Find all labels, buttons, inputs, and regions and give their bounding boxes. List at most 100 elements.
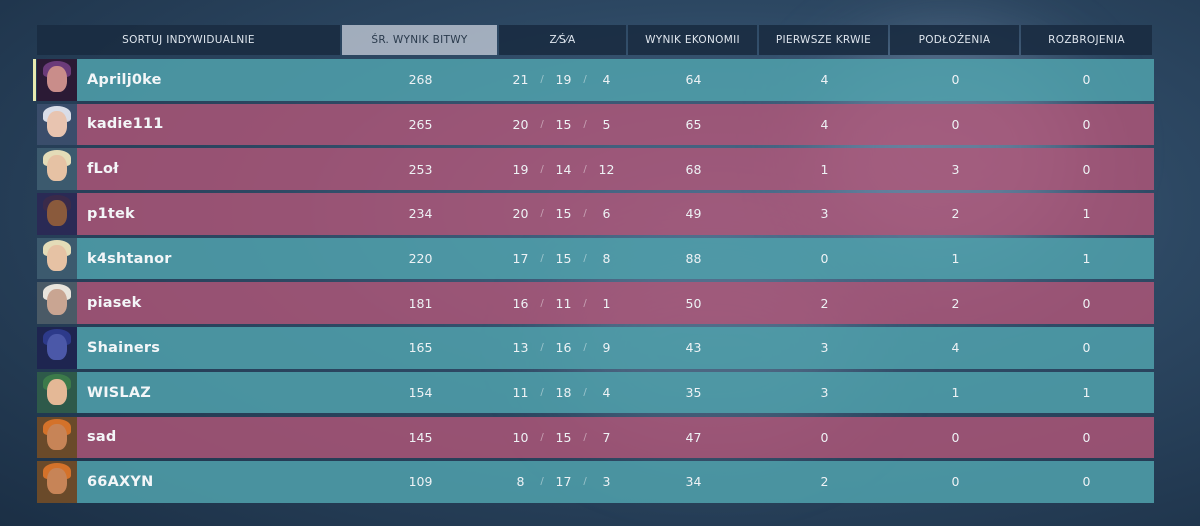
player-name: Aprilj0ke: [87, 71, 162, 88]
avg-combat-score: 265: [408, 116, 433, 132]
economy-score: 34: [685, 474, 702, 490]
plants: 3: [951, 161, 960, 177]
player-name: Shainers: [87, 339, 161, 356]
kda-separator: /: [540, 118, 544, 130]
sort-individual-button[interactable]: SORTUJ INDYWIDUALNIE: [37, 25, 340, 55]
kda-separator: /: [583, 431, 587, 443]
kda-separator: /: [583, 118, 587, 130]
sova-icon: [37, 148, 77, 190]
plants: 1: [951, 385, 960, 401]
kda-separator: /: [583, 342, 587, 354]
first-bloods: 2: [820, 474, 829, 490]
player-name: sad: [87, 429, 117, 446]
player-row[interactable]: 66AXYN 109 8 / 17 / 3 34 2 0 0: [37, 461, 1154, 503]
first-bloods: 0: [820, 429, 829, 445]
plants: 2: [951, 295, 960, 311]
kda-separator: /: [540, 74, 544, 86]
player-name: k4shtanor: [87, 250, 172, 267]
deaths-value: 14: [555, 161, 572, 177]
player-row[interactable]: Shainers 165 13 / 16 / 9 43 3 4 0: [37, 327, 1154, 369]
player-cell: 66AXYN: [37, 461, 342, 503]
avg-combat-score: 220: [408, 251, 433, 267]
avg-combat-score: 109: [408, 474, 433, 490]
plants: 0: [951, 116, 960, 132]
column-kda[interactable]: Z⁄Ś⁄A: [499, 25, 626, 55]
player-name: WISLAZ: [87, 384, 152, 401]
player-cell: sad: [37, 416, 342, 459]
defuses: 0: [1082, 429, 1091, 445]
player-row[interactable]: k4shtanor 220 17 / 15 / 8 88 0 1 1: [37, 237, 1154, 280]
first-bloods: 3: [820, 206, 829, 222]
player-rows: Aprilj0ke 268 21 / 19 / 4 64 4 0 0 kadie…: [33, 59, 1154, 503]
kills-value: 11: [512, 385, 529, 401]
economy-score: 65: [685, 116, 702, 132]
player-cell: p1tek: [37, 193, 342, 235]
first-bloods: 4: [820, 72, 829, 88]
defuses: 1: [1082, 251, 1091, 267]
player-row[interactable]: p1tek 234 20 / 15 / 6 49 3 2 1: [37, 193, 1154, 235]
player-row[interactable]: Aprilj0ke 268 21 / 19 / 4 64 4 0 0: [33, 59, 1154, 101]
assists-value: 9: [602, 340, 611, 356]
deaths-value: 16: [555, 340, 572, 356]
player-row[interactable]: kadie111 265 20 / 15 / 5 65 4 0 0: [37, 103, 1154, 146]
kda-cell: 10 / 15 / 7: [499, 417, 628, 459]
kills-value: 20: [512, 116, 529, 132]
column-first-bloods[interactable]: PIERWSZE KRWIE: [759, 25, 888, 55]
player-row[interactable]: fLoł 253 19 / 14 / 12 68 1 3 0: [37, 148, 1154, 190]
defuses: 0: [1082, 295, 1091, 311]
kda-cell: 11 / 18 / 4: [499, 372, 628, 414]
economy-score: 64: [685, 72, 702, 88]
player-cell: kadie111: [37, 103, 342, 146]
deaths-value: 15: [555, 206, 572, 222]
player-cell: fLoł: [37, 148, 342, 190]
kda-separator: /: [540, 476, 544, 488]
player-row[interactable]: sad 145 10 / 15 / 7 47 0 0 0: [37, 416, 1154, 459]
raze-icon: [37, 416, 77, 459]
kda-cell: 13 / 16 / 9: [499, 327, 628, 369]
reyna-icon: [37, 59, 77, 101]
player-name: 66AXYN: [87, 473, 154, 490]
sova-icon: [37, 237, 77, 280]
column-plants[interactable]: PODŁOŻENIA: [890, 25, 1019, 55]
omen-icon: [37, 327, 77, 369]
assists-value: 4: [602, 385, 611, 401]
kda-separator: /: [540, 163, 544, 175]
plants: 2: [951, 206, 960, 222]
player-cell: piasek: [37, 282, 342, 325]
kda-separator: /: [540, 387, 544, 399]
column-defuses[interactable]: ROZBROJENIA: [1021, 25, 1152, 55]
kda-cell: 16 / 11 / 1: [499, 282, 628, 324]
assists-value: 1: [602, 295, 611, 311]
player-cell: Aprilj0ke: [37, 59, 342, 101]
first-bloods: 3: [820, 340, 829, 356]
kda-separator: /: [583, 208, 587, 220]
deaths-value: 15: [555, 429, 572, 445]
column-economy[interactable]: WYNIK EKONOMII: [628, 25, 757, 55]
deaths-value: 19: [555, 72, 572, 88]
player-row[interactable]: piasek 181 16 / 11 / 1 50 2 2 0: [37, 282, 1154, 325]
player-cell: Shainers: [37, 327, 342, 369]
defuses: 0: [1082, 161, 1091, 177]
player-row[interactable]: WISLAZ 154 11 / 18 / 4 35 3 1 1: [37, 371, 1154, 414]
player-name: piasek: [87, 295, 142, 312]
kda-cell: 20 / 15 / 5: [499, 104, 628, 146]
player-name: p1tek: [87, 205, 135, 222]
first-bloods: 3: [820, 385, 829, 401]
kda-separator: /: [540, 253, 544, 265]
economy-score: 68: [685, 161, 702, 177]
assists-value: 6: [602, 206, 611, 222]
player-name: fLoł: [87, 161, 119, 178]
kills-value: 13: [512, 340, 529, 356]
column-avg-combat-score[interactable]: ŚR. WYNIK BITWY: [342, 25, 497, 55]
kda-separator: /: [583, 476, 587, 488]
kda-cell: 17 / 15 / 8: [499, 238, 628, 280]
avg-combat-score: 165: [408, 340, 433, 356]
economy-score: 43: [685, 340, 702, 356]
kda-cell: 21 / 19 / 4: [499, 59, 628, 101]
avg-combat-score: 268: [408, 72, 433, 88]
deaths-value: 15: [555, 116, 572, 132]
kda-separator: /: [540, 431, 544, 443]
scoreboard-header: SORTUJ INDYWIDUALNIE ŚR. WYNIK BITWY Z⁄Ś…: [37, 25, 1154, 55]
raze-icon: [37, 461, 77, 503]
economy-score: 47: [685, 429, 702, 445]
